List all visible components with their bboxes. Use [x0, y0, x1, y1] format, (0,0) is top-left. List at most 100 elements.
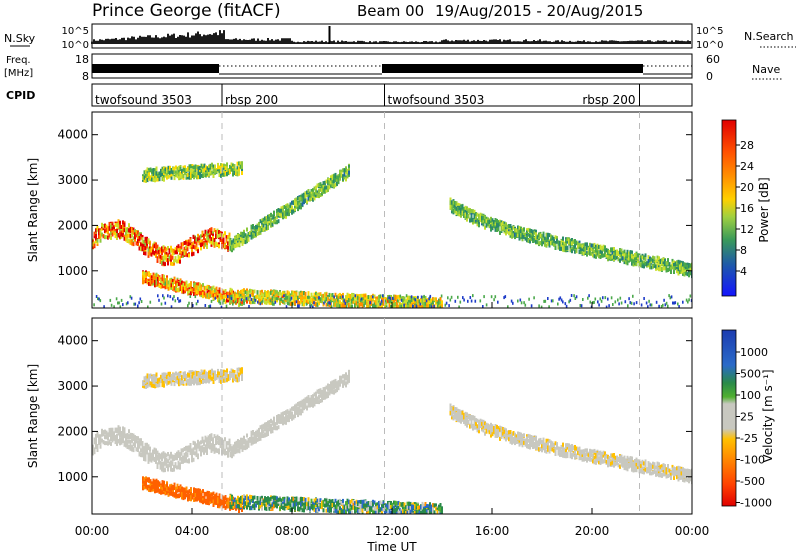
power-pixel [141, 243, 144, 248]
power-pixel [223, 296, 225, 301]
power-pixel [604, 253, 606, 257]
power-pixel [514, 228, 516, 233]
power-pixel [310, 303, 313, 307]
power-pixel [179, 171, 182, 176]
power-pixel [241, 241, 244, 246]
cpid-segment-label: twofsound 3503 [95, 93, 192, 107]
power-pixel [313, 186, 316, 191]
power-pixel [662, 303, 664, 307]
power-pixel [176, 282, 179, 287]
power-pixel [182, 251, 184, 256]
power-pixel [227, 298, 230, 303]
velocity-pixel [177, 450, 180, 455]
velocity-echoes [92, 367, 692, 514]
velocity-pixel [212, 447, 214, 452]
power-pixel [582, 298, 584, 301]
power-pixel [110, 227, 112, 232]
power-pixel [544, 236, 546, 241]
power-pixel [292, 299, 295, 304]
power-pixel [247, 232, 250, 237]
power-pixel [137, 242, 139, 246]
power-pixel [162, 261, 165, 266]
power-pixel [207, 236, 210, 241]
power-pixel [478, 213, 480, 218]
velocity-pixel [173, 455, 175, 459]
power-pixel [325, 297, 328, 302]
power-pixel [194, 291, 197, 296]
power-pixel [345, 177, 347, 182]
power-pixel [252, 234, 254, 239]
power-pixel [554, 246, 557, 250]
power-pixel [152, 168, 155, 172]
power-pixel [289, 301, 292, 306]
power-pixel [650, 257, 653, 262]
power-pixel [668, 267, 671, 271]
velocity-pixel [126, 439, 129, 444]
power-pixel [165, 247, 168, 252]
velocity-pixel [241, 439, 244, 444]
power-pixel [218, 296, 221, 301]
power-pixel [194, 282, 197, 287]
power-pixel [169, 165, 171, 170]
velocity-pixel [206, 442, 208, 447]
power-pixel [613, 247, 615, 251]
power-pixel [682, 261, 684, 266]
power-pixel [602, 244, 605, 249]
power-pixel [571, 249, 573, 254]
power-pixel [194, 236, 196, 241]
y-tick-label: 3000 [57, 173, 88, 187]
power-pixel [198, 241, 201, 246]
power-pixel [212, 238, 214, 243]
power-pixel [306, 190, 308, 195]
power-pixel [208, 167, 210, 172]
velocity-pixel [114, 438, 117, 443]
power-pixel [577, 242, 579, 246]
power-pixel [397, 304, 400, 308]
power-pixel [611, 250, 614, 255]
velocity-pixel [122, 426, 124, 431]
power-pixel [547, 232, 549, 237]
velocity-pixel [215, 441, 217, 445]
velocity-pixel [126, 443, 129, 448]
power-pixel [232, 172, 234, 177]
power-pixel [180, 242, 183, 247]
power-pixel [466, 217, 468, 222]
power-pixel [200, 239, 202, 244]
power-pixel [216, 230, 219, 235]
power-pixel [536, 240, 539, 245]
power-pixel [357, 295, 359, 300]
power-pixel [349, 294, 352, 298]
velocity-pixel [206, 437, 208, 442]
nsky-trace [91, 26, 691, 44]
power-pixel [312, 298, 314, 303]
power-pixel [137, 239, 139, 243]
power-pixel [229, 168, 231, 173]
velocity-pixel [200, 452, 202, 457]
power-pixel [214, 164, 216, 169]
power-pixel [686, 262, 689, 267]
power-pixel [419, 302, 422, 306]
power-pixel [227, 245, 229, 250]
power-pixel [170, 261, 172, 266]
power-pixel [261, 289, 263, 294]
power-pixel [149, 167, 152, 172]
velocity-pixel [98, 437, 100, 442]
velocity-pixel [224, 450, 226, 455]
power-pixel [209, 169, 212, 174]
power-pixel [506, 229, 509, 234]
power-pixel [129, 240, 132, 245]
power-pixel [209, 304, 212, 308]
power-pixel [144, 249, 147, 254]
power-pixel [159, 247, 162, 252]
power-pixel [649, 258, 651, 263]
power-pixel [485, 218, 488, 223]
power-pixel [571, 247, 573, 252]
power-pixel [273, 290, 275, 295]
power-pixel [327, 302, 329, 307]
power-pixel [256, 225, 259, 230]
power-pixel [345, 305, 348, 308]
power-pixel [267, 221, 269, 226]
power-pixel [558, 297, 560, 301]
power-pixel [147, 247, 150, 252]
power-pixel [470, 214, 473, 219]
